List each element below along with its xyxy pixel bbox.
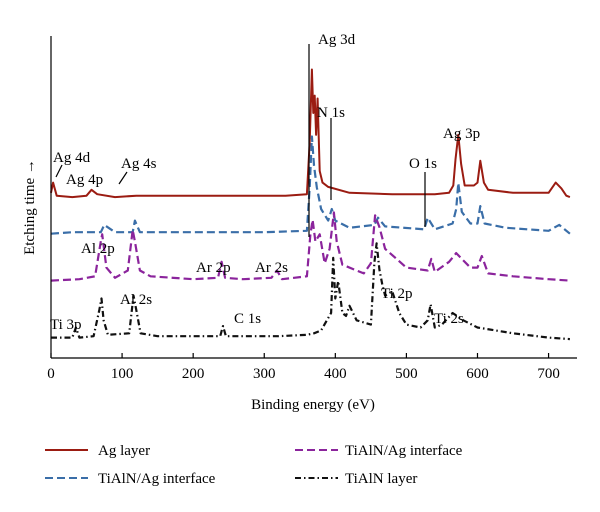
annotation-ar2s: Ar 2s [255,260,288,276]
x-tick-label: 700 [537,366,560,382]
legend-item-tialn-ag-interface-blue: TiAlN/Ag interface [45,471,216,487]
annotation-al2s: Al 2s [120,292,152,308]
series-line-2 [50,211,570,282]
x-ticks: 0 100 200 300 400 500 600 700 [47,353,560,382]
annotation-ag4p: Ag 4p [66,172,103,188]
annotation-al2p: Al 2p [81,241,115,257]
y-axis-label: Etching time → [22,159,38,255]
annotation-ag3p: Ag 3p [443,126,480,142]
x-axis-label: Binding energy (eV) [251,397,375,413]
legend-item-tialn-ag-interface-purple: TiAlN/Ag interface [295,443,463,459]
annotation-ti2p: Ti 2p [381,286,413,302]
x-tick-label: 300 [253,366,276,382]
annotation-o1s: O 1s [409,156,437,172]
annotation-c1s: C 1s [234,311,261,327]
ag4d-leader-line [55,164,63,178]
legend-item-tialn-layer: TiAlN layer [295,471,417,487]
legend-label-tialn-layer: TiAlN layer [345,471,417,487]
annotation-ag4d: Ag 4d [53,150,91,166]
x-tick-label: 400 [324,366,347,382]
annotation-ti3p: Ti 3p [50,317,82,333]
legend-label-tialn-ag-interface-blue: TiAlN/Ag interface [98,471,216,487]
x-tick-label: 500 [395,366,418,382]
x-tick-label: 0 [47,366,55,382]
x-tick-label: 600 [466,366,489,382]
legend-label-tialn-ag-interface-purple: TiAlN/Ag interface [345,443,463,459]
series-line-3 [51,242,570,341]
plot-area: Ag 3d N 1s Ag 3p O 1s Ag 4d Ag 4p Ag 4s … [50,32,571,341]
legend-item-ag-layer: Ag layer [45,443,150,459]
annotation-ag4s: Ag 4s [121,156,157,172]
annotation-n1s: N 1s [317,105,345,121]
legend-label-ag-layer: Ag layer [98,443,150,459]
series-layer [50,68,571,341]
series-line-0 [50,68,571,199]
annotation-layer: Ag 3d N 1s Ag 3p O 1s Ag 4d Ag 4p Ag 4s … [50,32,480,333]
ag4s-leader-line [118,171,128,185]
legend: Ag layer TiAlN/Ag interface TiAlN/Ag int… [45,443,463,487]
annotation-ti2s: Ti 2s [434,311,464,327]
axes: 0 100 200 300 400 500 600 700 Binding energy (e… [22,36,577,413]
annotation-ag3d: Ag 3d [318,32,356,48]
annotation-ar2p: Ar 2p [196,260,231,276]
x-tick-label: 100 [111,366,134,382]
x-tick-label: 200 [182,366,205,382]
series-line-1 [50,135,571,235]
